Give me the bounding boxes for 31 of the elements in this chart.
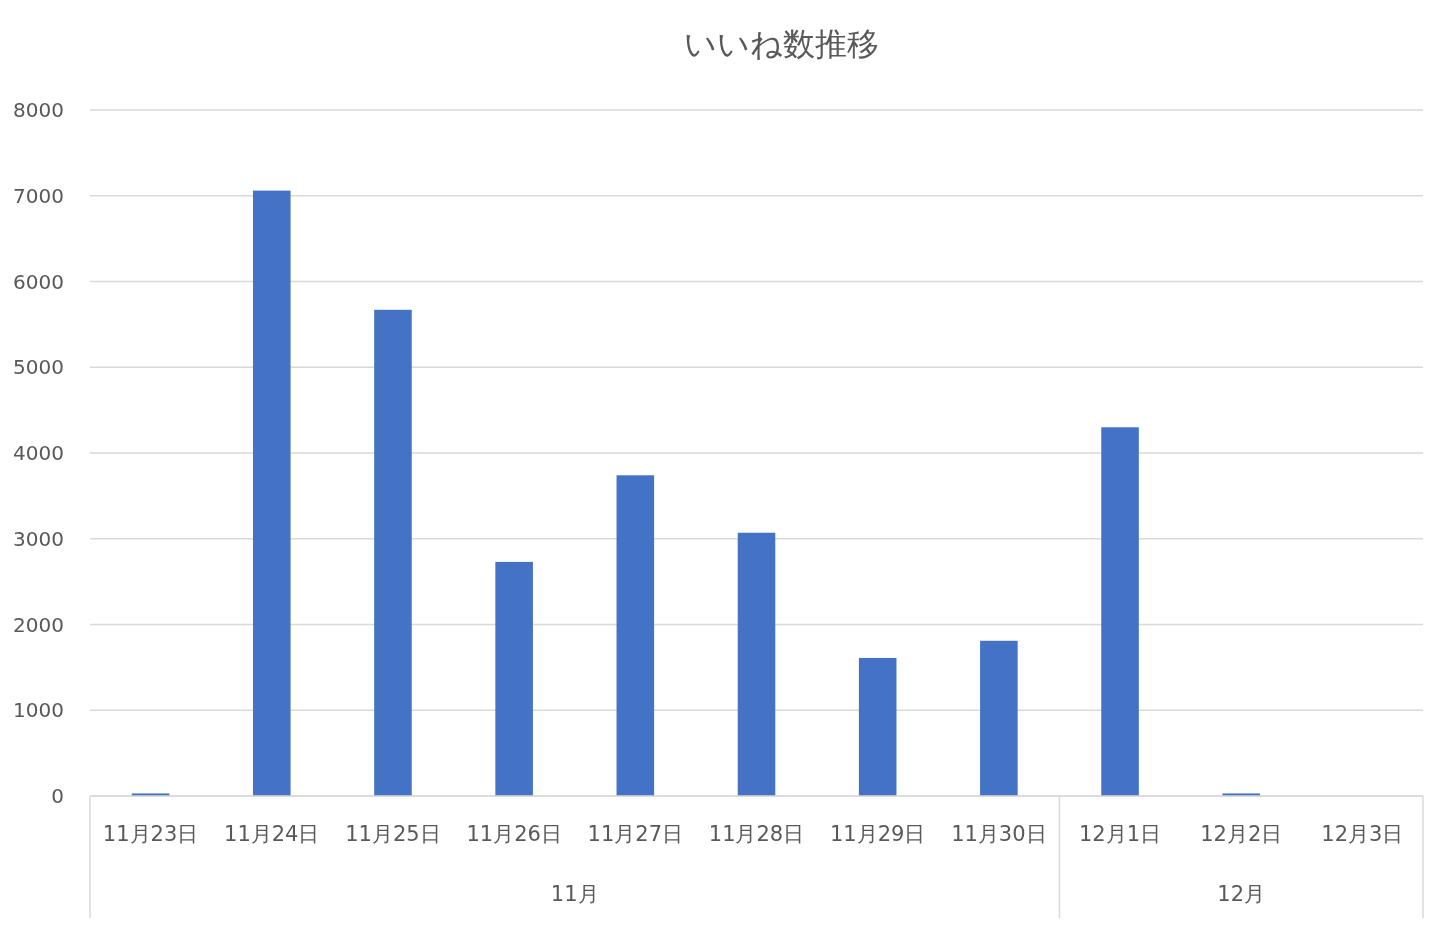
y-tick-label: 5000 — [13, 355, 64, 380]
x-tick-label: 11月26日 — [466, 822, 562, 846]
text: 11月 — [550, 882, 599, 906]
y-tick-label: 0 — [51, 784, 64, 808]
bar — [252, 190, 291, 796]
x-tick-label: 11月30日 — [951, 822, 1047, 846]
y-tick-label: 4000 — [13, 441, 64, 465]
x-tick-label: 11月25日 — [345, 822, 441, 846]
bar — [858, 657, 897, 796]
bar — [980, 640, 1018, 796]
x-tick-label: 11月29日 — [829, 822, 926, 846]
x-tick-label: 12月2日 — [1200, 822, 1283, 846]
y-tick-label: 1000 — [13, 698, 64, 723]
x-tick-label: 12月1日 — [1079, 822, 1162, 846]
y-tick-label: 7000 — [13, 183, 64, 208]
x-tick-label: 11月23日 — [102, 822, 199, 846]
bar — [616, 475, 655, 796]
y-tick-label: 6000 — [13, 269, 64, 294]
x-tick-label: 11月27日 — [587, 822, 684, 846]
text: 12月 — [1217, 882, 1266, 906]
bar — [737, 532, 776, 796]
bar — [374, 309, 412, 796]
x-tick-label: 11月28日 — [708, 822, 805, 846]
y-tick-label: 3000 — [13, 526, 64, 551]
x-tick-label: 11月24日 — [224, 822, 320, 846]
y-tick-label: 8000 — [13, 98, 64, 122]
x-tick-label: 12月3日 — [1321, 822, 1404, 846]
bar — [495, 561, 533, 796]
chart-title: いいね数推移 — [684, 25, 879, 63]
y-tick-label: 2000 — [13, 612, 64, 637]
bar — [1101, 427, 1139, 796]
